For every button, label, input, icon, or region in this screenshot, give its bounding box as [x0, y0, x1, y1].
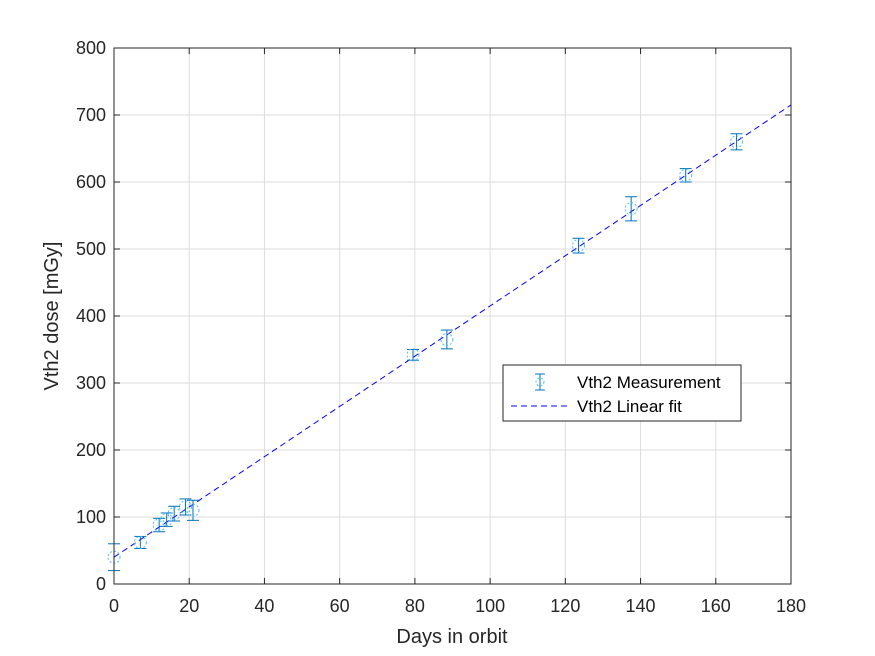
y-axis-label: Vth2 dose [mGy]	[41, 242, 63, 391]
measurement-point	[679, 168, 693, 183]
legend-label-measurement: Vth2 Measurement	[577, 373, 721, 392]
measurement-marker	[186, 503, 200, 517]
y-tick-label: 400	[76, 306, 106, 326]
measurement-point	[440, 329, 454, 350]
measurement-point	[186, 499, 200, 521]
measurement-marker	[406, 348, 420, 362]
x-tick-label: 0	[109, 596, 119, 616]
x-tick-label: 80	[405, 596, 425, 616]
measurement-marker	[571, 239, 585, 253]
x-axis-ticks: 0 20 40 60 80 100 120 140 160 180	[109, 48, 806, 616]
legend-swatch-measurement	[535, 373, 545, 391]
y-tick-label: 0	[96, 574, 106, 594]
measurement-marker	[167, 507, 181, 521]
x-tick-label: 180	[776, 596, 806, 616]
measurement-point	[406, 348, 420, 362]
y-tick-label: 800	[76, 38, 106, 58]
measurement-point	[729, 133, 743, 151]
measurement-point	[167, 505, 181, 522]
measurement-marker	[679, 168, 693, 182]
measurement-point	[152, 517, 166, 533]
measurement-point	[624, 196, 638, 222]
x-tick-label: 100	[475, 596, 505, 616]
x-tick-label: 140	[626, 596, 656, 616]
y-tick-label: 700	[76, 105, 106, 125]
measurement-marker	[178, 500, 192, 514]
measurement-point	[160, 512, 174, 527]
x-tick-label: 120	[550, 596, 580, 616]
legend: Vth2 Measurement Vth2 Linear fit	[502, 364, 742, 422]
x-tick-label: 160	[701, 596, 731, 616]
linear-fit-line	[113, 104, 792, 558]
fit-line-layer	[113, 104, 792, 558]
measurement-marker	[729, 135, 743, 149]
y-tick-label: 100	[76, 507, 106, 527]
measurement-marker	[152, 518, 166, 532]
measurement-point	[133, 535, 147, 549]
measurement-point	[571, 237, 585, 254]
measurement-marker	[440, 332, 454, 346]
measurement-marker	[133, 535, 147, 549]
x-tick-label: 20	[179, 596, 199, 616]
x-tick-label: 60	[330, 596, 350, 616]
measurement-marker	[624, 202, 638, 216]
x-axis-label: Days in orbit	[396, 626, 508, 648]
y-tick-label: 200	[76, 440, 106, 460]
y-tick-label: 600	[76, 172, 106, 192]
measurement-marker	[160, 513, 174, 527]
y-axis-ticks: 0 100 200 300 400 500 600 700 800	[76, 38, 791, 594]
y-tick-label: 500	[76, 239, 106, 259]
x-tick-label: 40	[254, 596, 274, 616]
y-tick-label: 300	[76, 373, 106, 393]
legend-label-fit: Vth2 Linear fit	[577, 397, 682, 416]
